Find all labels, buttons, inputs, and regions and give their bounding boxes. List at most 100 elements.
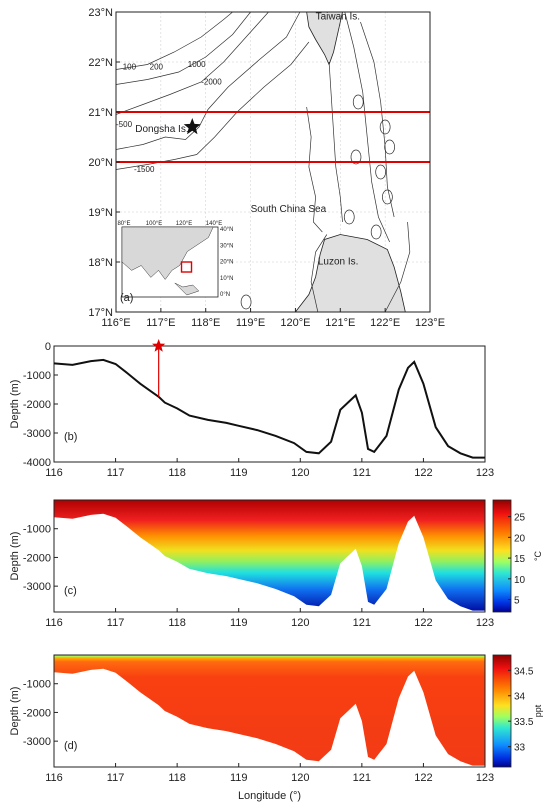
- bathymetry-line: [53, 358, 485, 459]
- colorbar-unit-label: ppt: [533, 704, 543, 717]
- section-x-tick-label: 122: [414, 617, 432, 629]
- inset-study-area-box: [180, 261, 193, 273]
- b-x-tick-label: 120: [291, 467, 309, 479]
- b-y-tick-label: -2000: [23, 399, 51, 411]
- inset-landmass: [121, 226, 214, 280]
- contour-label: 1000: [188, 60, 206, 69]
- section-y-tick-label: -1000: [23, 524, 51, 536]
- section-x-tick-label: 118: [168, 617, 186, 629]
- island-contour: [352, 94, 364, 110]
- map-x-tick-label: 120°E: [280, 317, 310, 329]
- panel-b-frame: [53, 345, 486, 463]
- b-x-tick-label: 122: [414, 467, 432, 479]
- b-y-tick-label: -4000: [23, 457, 51, 469]
- place-label: Luzon Is.: [318, 257, 359, 268]
- luzon-landmass: [294, 234, 406, 313]
- section-x-tick-label: 122: [414, 772, 432, 784]
- section-x-tick-label: 117: [107, 772, 125, 784]
- inset-y-tick: 30°N: [220, 243, 233, 249]
- map-x-tick-label: 116°E: [101, 317, 130, 329]
- section-y-tick-label: -3000: [23, 736, 51, 748]
- island-contour: [382, 189, 393, 205]
- panel-label: (d): [64, 740, 77, 752]
- section-frame: [53, 654, 486, 768]
- map-x-tick-label: 123°E: [415, 317, 445, 329]
- colorbar-unit-label: °C: [533, 550, 543, 561]
- section-x-tick-label: 119: [230, 772, 248, 784]
- map-x-tick-label: 117°E: [146, 317, 175, 329]
- colorbar-tick-label: 34: [514, 692, 526, 703]
- section-y-axis-label: Depth (m): [9, 532, 21, 581]
- island-contour: [370, 224, 382, 240]
- colorbar-tick-label: 10: [514, 575, 526, 586]
- inset-y-tick: 40°N: [220, 227, 233, 233]
- section-x-tick-label: 120: [291, 772, 309, 784]
- bathymetry-contour: [115, 11, 251, 85]
- colorbar-tick-label: 5: [514, 596, 520, 607]
- section-seafloor-mask: [54, 668, 485, 767]
- section-x-tick-label: 121: [353, 772, 371, 784]
- bathymetry-contour: [115, 11, 301, 150]
- b-x-tick-label: 121: [353, 467, 371, 479]
- island-contour: [240, 294, 252, 310]
- section-y-axis-label: Depth (m): [9, 687, 21, 736]
- contour-label: 200: [150, 63, 164, 72]
- map-x-tick-label: 122°E: [370, 317, 400, 329]
- inset-x-tick: 120°E: [176, 221, 192, 227]
- b-y-tick-label: -1000: [23, 370, 51, 382]
- island-contour: [350, 149, 362, 165]
- section-x-tick-label: 123: [476, 772, 494, 784]
- panel-d-salinity: 116 117 118 119 120 121 122 123 -1000 -2000 -3000D…: [9, 654, 543, 802]
- dongsha-star-marker: [183, 118, 201, 135]
- island-contour: [343, 209, 355, 225]
- bathymetry-contour: [328, 61, 343, 223]
- bathymetry-contour: [344, 11, 390, 243]
- island-contour: [379, 119, 391, 135]
- section-x-tick-label: 116: [45, 617, 63, 629]
- b-y-tick-label: -3000: [23, 428, 51, 440]
- b-x-tick-label: 119: [230, 467, 248, 479]
- section-x-tick-label: 116: [45, 772, 63, 784]
- b-x-tick-label: 118: [168, 467, 186, 479]
- contour-label: 100: [123, 63, 137, 72]
- contour-label: -500: [116, 120, 133, 129]
- inset-x-tick: 140°E: [206, 221, 222, 227]
- inset-islands: [174, 282, 200, 296]
- colorbar: [492, 654, 512, 768]
- section-x-tick-label: 123: [476, 617, 494, 629]
- map-x-tick-label: 119°E: [236, 317, 265, 329]
- colorbar-tick-label: 15: [514, 554, 526, 565]
- section-seafloor-mask: [54, 513, 485, 612]
- section-y-tick-label: -1000: [23, 679, 51, 691]
- b-y-axis-label: Depth (m): [9, 380, 21, 429]
- colorbar: [492, 499, 512, 613]
- bathymetry-contour: [115, 11, 233, 70]
- section-y-tick-label: -2000: [23, 707, 51, 719]
- section-frame: [53, 499, 486, 613]
- bathymetry-contour: [310, 234, 328, 313]
- island-contour: [375, 164, 387, 180]
- map-y-tick-label: 18°N: [88, 257, 113, 269]
- inset-y-tick: 0°N: [220, 292, 230, 298]
- b-x-tick-label: 116: [45, 467, 63, 479]
- map-y-tick-label: 19°N: [88, 207, 113, 219]
- map-y-tick-label: 21°N: [88, 107, 113, 119]
- map-y-tick-label: 23°N: [88, 7, 113, 19]
- colorbar-tick-label: 20: [514, 533, 526, 544]
- section-y-tick-label: -3000: [23, 581, 51, 593]
- section-x-tick-label: 121: [353, 617, 371, 629]
- panel-a-map: 100 200 1000 -2000 -500 -1500 Dongsha Is. Taiwa…: [88, 7, 445, 329]
- panel-label-b: (b): [64, 431, 77, 443]
- bathymetry-contour: [115, 11, 269, 115]
- panel-label-a: (a): [120, 292, 133, 304]
- map-x-tick-label: 118°E: [191, 317, 220, 329]
- inset-y-tick: 20°N: [220, 260, 233, 266]
- inset-y-tick: 10°N: [220, 276, 233, 282]
- panel-label: (c): [64, 585, 77, 597]
- map-y-tick-label: 22°N: [88, 57, 113, 69]
- b-x-tick-label: 123: [476, 467, 494, 479]
- bathymetry-contour: [306, 106, 323, 233]
- section-x-tick-label: 117: [107, 617, 125, 629]
- place-label: South China Sea: [251, 204, 327, 215]
